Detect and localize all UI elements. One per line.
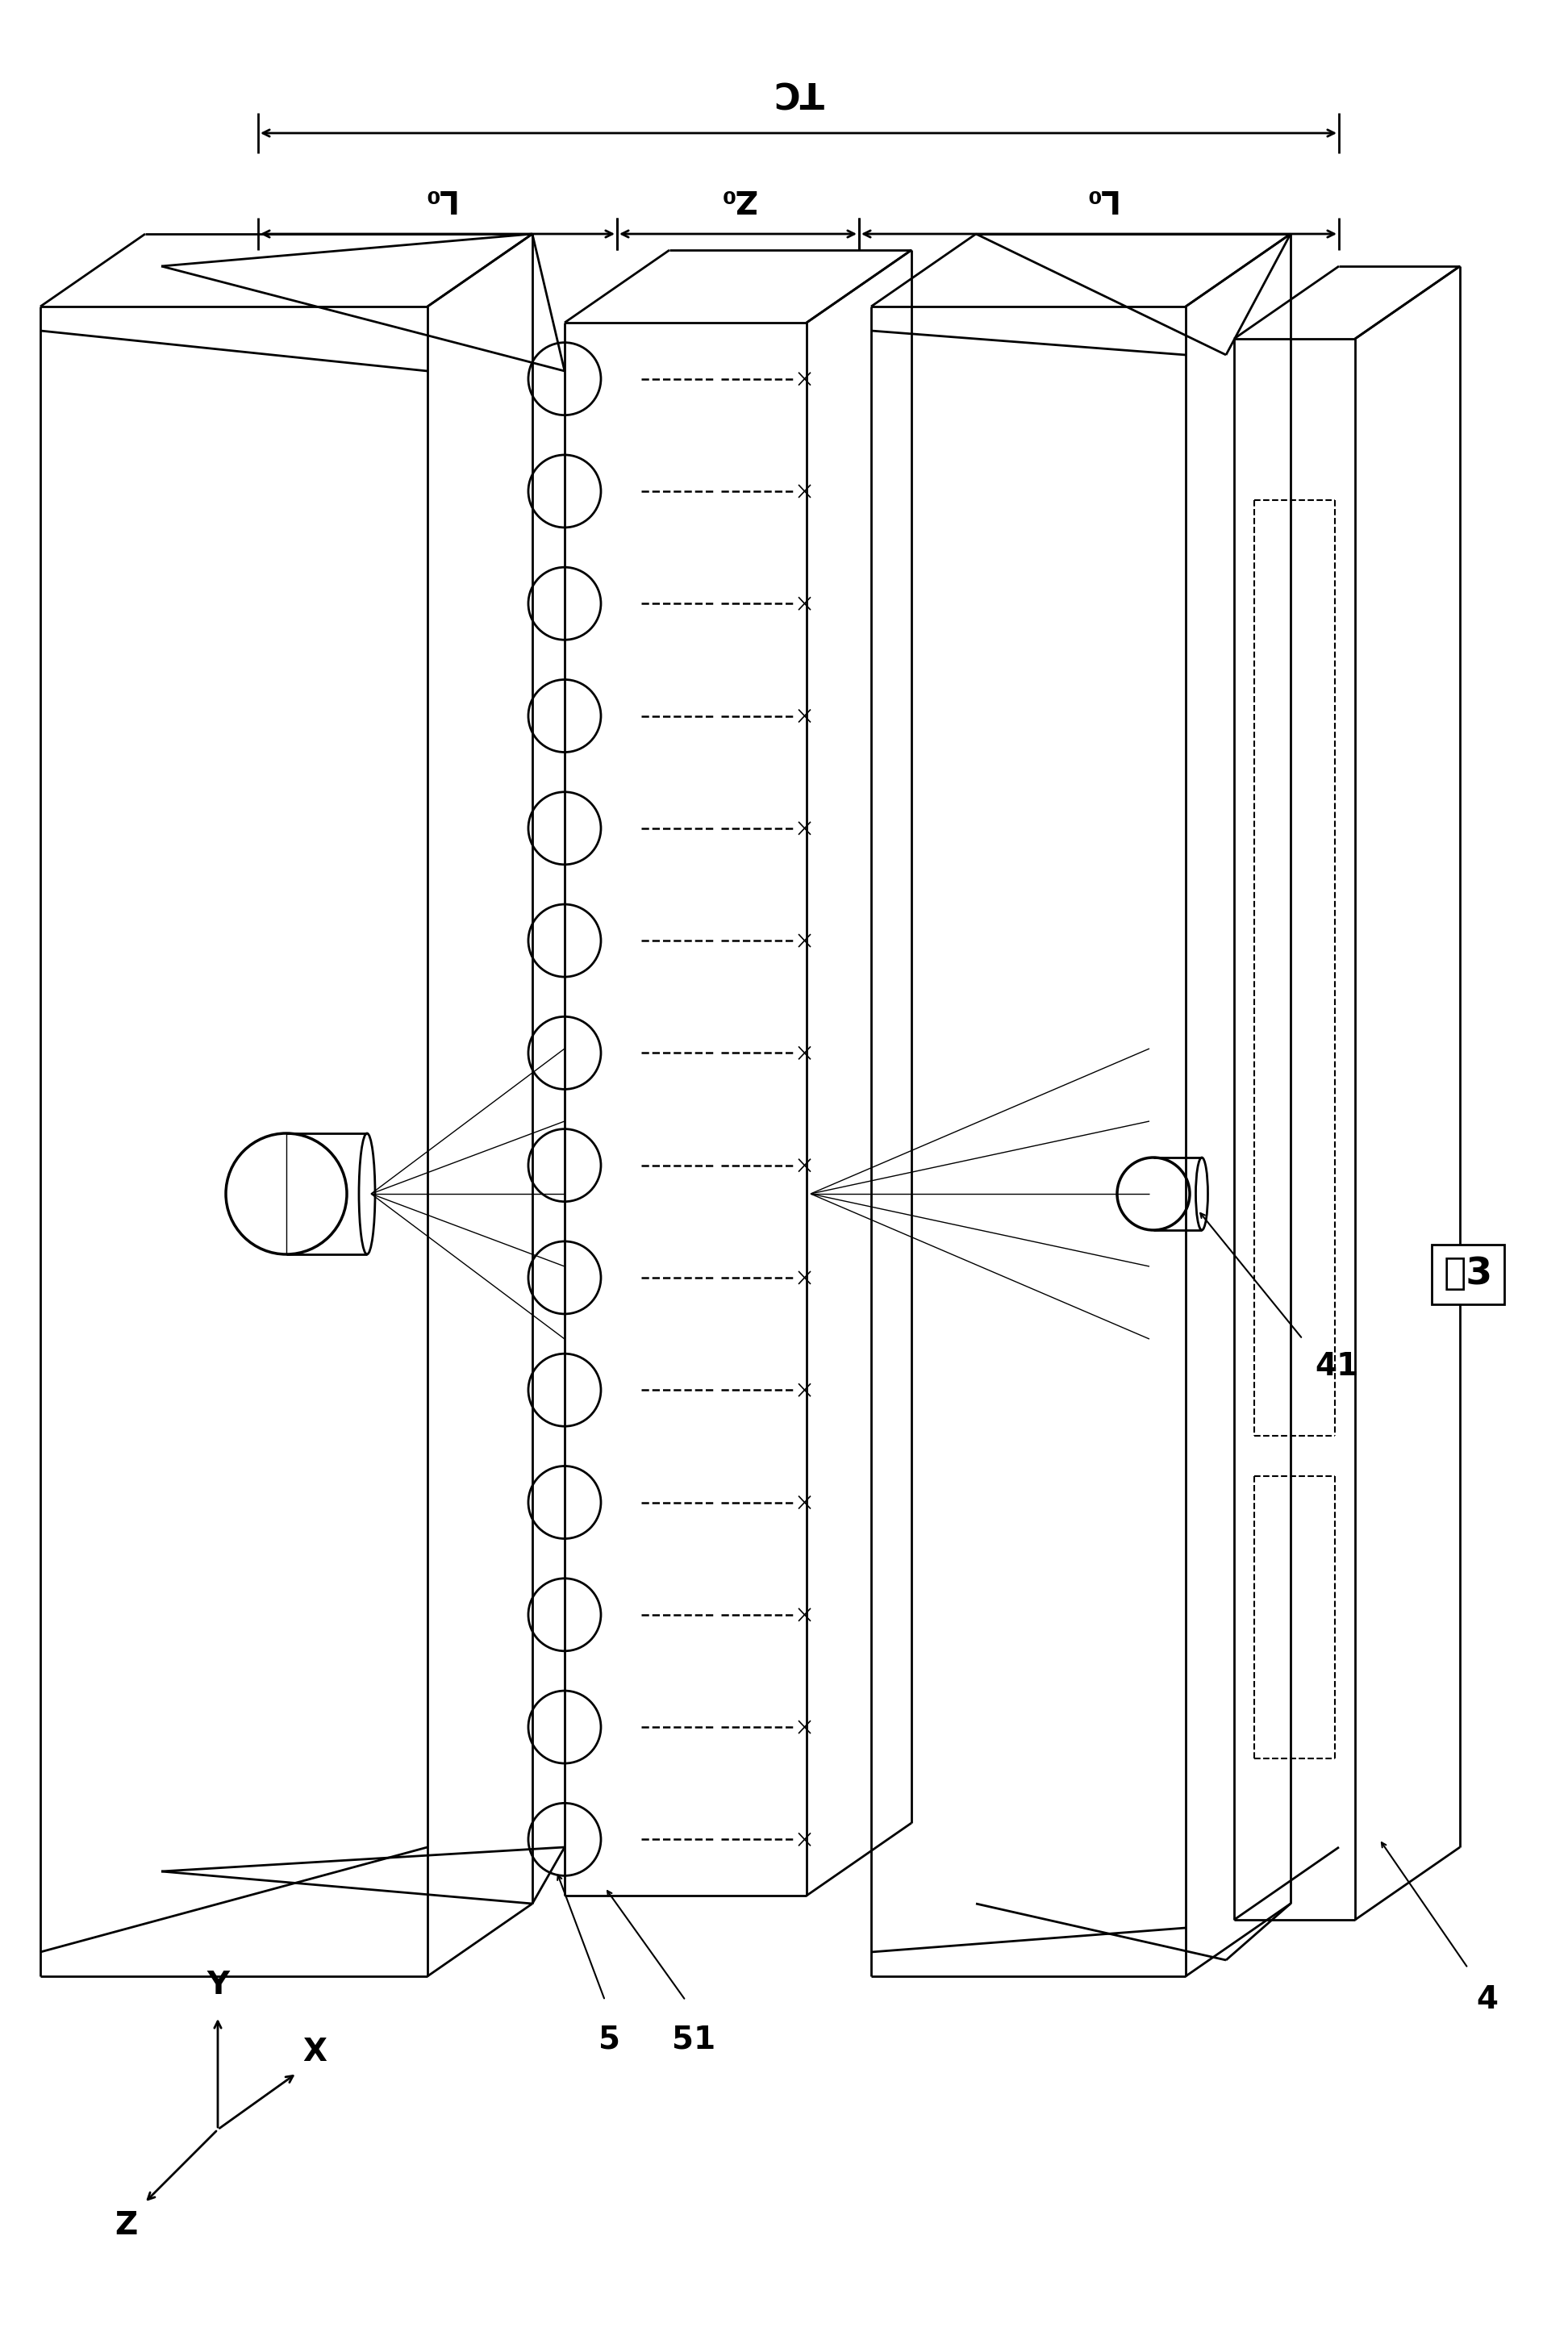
Text: Z: Z xyxy=(114,2210,136,2240)
Text: 图3: 图3 xyxy=(1443,1257,1493,1292)
Text: TC: TC xyxy=(773,75,823,110)
Text: Y: Y xyxy=(207,1969,229,2000)
Text: 5: 5 xyxy=(597,2025,619,2056)
Text: L₀: L₀ xyxy=(1082,182,1116,215)
Text: X: X xyxy=(303,2037,326,2067)
Text: L₀: L₀ xyxy=(420,182,455,215)
Text: Z₀: Z₀ xyxy=(720,182,756,215)
Text: 51: 51 xyxy=(671,2025,715,2056)
Text: 4: 4 xyxy=(1475,1983,1497,2016)
Text: 41: 41 xyxy=(1314,1350,1358,1383)
